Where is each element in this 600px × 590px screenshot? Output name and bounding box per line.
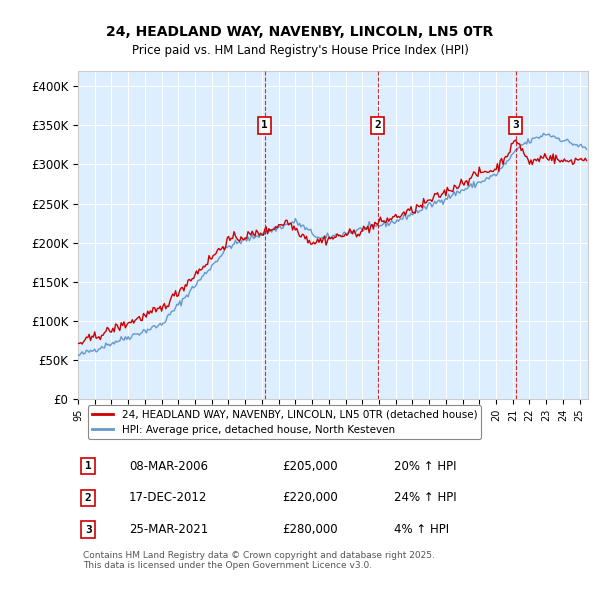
Text: 17-DEC-2012: 17-DEC-2012 [129,491,208,504]
Text: 3: 3 [512,120,519,130]
Text: 20% ↑ HPI: 20% ↑ HPI [394,460,457,473]
Text: 3: 3 [85,525,92,535]
Text: Price paid vs. HM Land Registry's House Price Index (HPI): Price paid vs. HM Land Registry's House … [131,44,469,57]
Text: £220,000: £220,000 [282,491,338,504]
Text: £205,000: £205,000 [282,460,338,473]
Text: £280,000: £280,000 [282,523,338,536]
Text: 4% ↑ HPI: 4% ↑ HPI [394,523,449,536]
Text: 2: 2 [374,120,381,130]
Text: 2: 2 [85,493,92,503]
Text: 25-MAR-2021: 25-MAR-2021 [129,523,208,536]
Text: 08-MAR-2006: 08-MAR-2006 [129,460,208,473]
Text: 24, HEADLAND WAY, NAVENBY, LINCOLN, LN5 0TR: 24, HEADLAND WAY, NAVENBY, LINCOLN, LN5 … [106,25,494,40]
Legend: 24, HEADLAND WAY, NAVENBY, LINCOLN, LN5 0TR (detached house), HPI: Average price: 24, HEADLAND WAY, NAVENBY, LINCOLN, LN5 … [88,405,481,439]
Text: Contains HM Land Registry data © Crown copyright and database right 2025.
This d: Contains HM Land Registry data © Crown c… [83,551,435,571]
Text: 1: 1 [262,120,268,130]
Text: 1: 1 [85,461,92,471]
Text: 24% ↑ HPI: 24% ↑ HPI [394,491,457,504]
